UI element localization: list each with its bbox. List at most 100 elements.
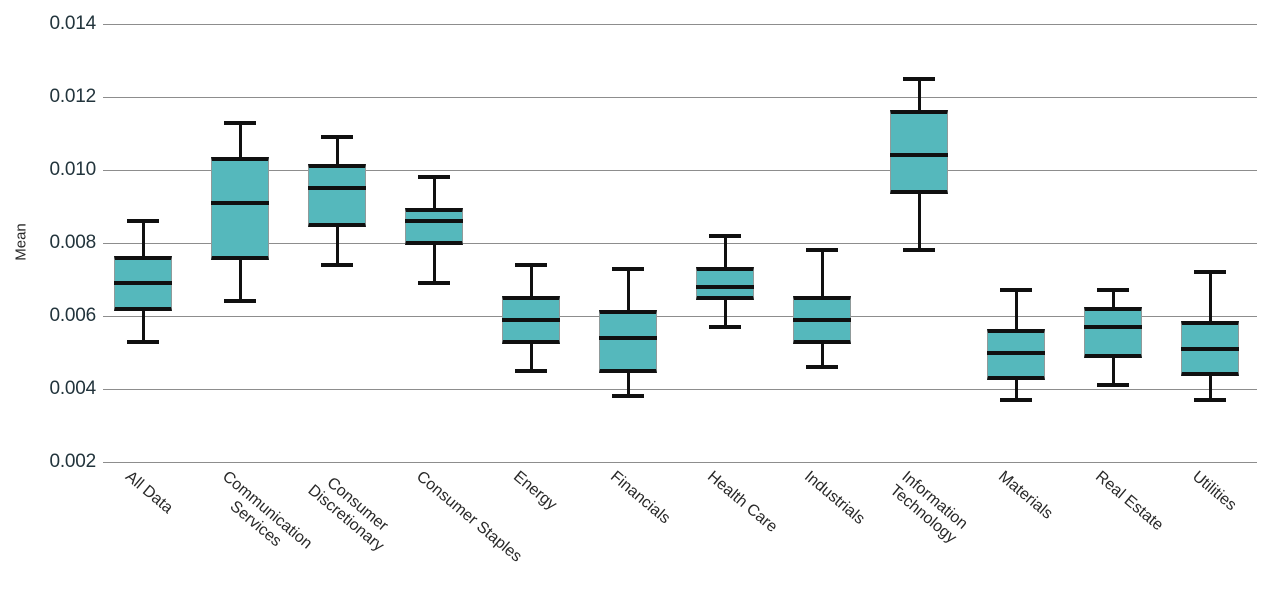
median-line bbox=[211, 200, 269, 205]
whisker-lower-stem bbox=[432, 243, 436, 284]
median-line bbox=[405, 219, 463, 224]
median-line bbox=[793, 317, 851, 322]
whisker-upper-stem bbox=[1111, 290, 1115, 309]
x-axis-label-text: Information Technology bbox=[886, 468, 971, 547]
iqr-box bbox=[1084, 306, 1142, 359]
whisker-lower-stem bbox=[1014, 378, 1018, 400]
x-axis-label-text: Materials bbox=[995, 468, 1056, 523]
x-axis-label: Materials bbox=[995, 468, 1071, 523]
y-tick-label: 0.006 bbox=[49, 305, 96, 326]
whisker-lower-cap bbox=[515, 368, 547, 373]
x-axis-label: Real Estate bbox=[1092, 468, 1186, 534]
whisker-upper-cap bbox=[1000, 288, 1032, 293]
iqr-box bbox=[890, 109, 948, 194]
gridline bbox=[103, 388, 1257, 390]
gridline bbox=[103, 242, 1257, 244]
whisker-lower-stem bbox=[820, 341, 824, 368]
whisker-upper-stem bbox=[917, 78, 921, 112]
whisker-upper-cap bbox=[903, 76, 935, 81]
whisker-upper-cap bbox=[321, 135, 353, 140]
x-axis-label-text: Consumer Discretionary bbox=[304, 474, 392, 555]
median-line bbox=[502, 317, 560, 322]
whisker-lower-stem bbox=[626, 370, 630, 397]
whisker-lower-cap bbox=[1097, 383, 1129, 388]
iqr-box bbox=[405, 208, 463, 245]
median-line bbox=[114, 281, 172, 286]
whisker-upper-stem bbox=[335, 137, 339, 167]
y-tick-label: 0.002 bbox=[49, 451, 96, 472]
whisker-lower-stem bbox=[335, 224, 339, 265]
x-axis-label: All Data bbox=[122, 468, 189, 517]
whisker-upper-stem bbox=[529, 264, 533, 298]
whisker-lower-cap bbox=[1194, 397, 1226, 402]
whisker-lower-cap bbox=[127, 339, 159, 344]
x-axis-label: Health Care bbox=[704, 468, 800, 536]
median-line bbox=[308, 186, 366, 191]
x-axis-label: Financials bbox=[607, 468, 690, 527]
median-line bbox=[987, 350, 1045, 355]
whisker-lower-cap bbox=[224, 299, 256, 304]
whisker-lower-stem bbox=[529, 341, 533, 371]
y-tick-label: 0.014 bbox=[49, 13, 96, 34]
median-line bbox=[1181, 346, 1239, 351]
whisker-upper-cap bbox=[709, 233, 741, 238]
whisker-upper-cap bbox=[224, 120, 256, 125]
gridline bbox=[103, 461, 1257, 463]
y-tick-label: 0.010 bbox=[49, 159, 96, 180]
x-axis-label-text: Financials bbox=[607, 468, 674, 528]
x-axis-label-text: Industrials bbox=[801, 468, 868, 528]
x-axis-label-text: Real Estate bbox=[1092, 468, 1167, 535]
whisker-upper-stem bbox=[1208, 272, 1212, 324]
whisker-upper-stem bbox=[432, 177, 436, 211]
x-axis-label-text: Communication Services bbox=[219, 468, 316, 553]
whisker-upper-stem bbox=[820, 250, 824, 298]
gridline bbox=[103, 169, 1257, 171]
x-axis-label-text: Utilities bbox=[1189, 468, 1240, 515]
whisker-lower-stem bbox=[1111, 356, 1115, 386]
whisker-upper-stem bbox=[238, 122, 242, 160]
whisker-lower-cap bbox=[321, 262, 353, 267]
y-tick-label: 0.004 bbox=[49, 378, 96, 399]
iqr-box bbox=[308, 164, 366, 227]
median-line bbox=[696, 284, 754, 289]
iqr-box bbox=[599, 310, 657, 373]
whisker-upper-stem bbox=[141, 221, 145, 258]
whisker-upper-cap bbox=[612, 266, 644, 271]
x-axis-label-text: Consumer Staples bbox=[413, 468, 525, 566]
y-tick-label: 0.008 bbox=[49, 232, 96, 253]
whisker-upper-cap bbox=[1194, 270, 1226, 275]
whisker-lower-cap bbox=[806, 365, 838, 370]
whisker-upper-cap bbox=[418, 175, 450, 180]
whisker-lower-stem bbox=[141, 308, 145, 342]
whisker-lower-stem bbox=[238, 257, 242, 302]
whisker-upper-stem bbox=[1014, 290, 1018, 331]
gridline bbox=[103, 23, 1257, 25]
gridline bbox=[103, 96, 1257, 98]
y-tick-label: 0.012 bbox=[49, 86, 96, 107]
whisker-upper-cap bbox=[806, 248, 838, 253]
median-line bbox=[890, 153, 948, 158]
whisker-lower-stem bbox=[723, 297, 727, 327]
whisker-upper-cap bbox=[1097, 288, 1129, 293]
x-axis-label: Consumer Discretionary bbox=[305, 468, 420, 554]
whisker-lower-cap bbox=[418, 281, 450, 286]
whisker-upper-stem bbox=[723, 235, 727, 269]
x-axis-label-text: All Data bbox=[122, 468, 176, 518]
iqr-box bbox=[696, 266, 754, 300]
whisker-upper-cap bbox=[127, 219, 159, 224]
median-line bbox=[1084, 324, 1142, 329]
x-axis-label-text: Energy bbox=[510, 468, 560, 514]
whisker-lower-cap bbox=[903, 248, 935, 253]
median-line bbox=[599, 335, 657, 340]
whisker-upper-stem bbox=[626, 268, 630, 313]
whisker-lower-cap bbox=[612, 394, 644, 399]
x-axis-label: Energy bbox=[510, 468, 572, 514]
gridline bbox=[103, 315, 1257, 317]
whisker-lower-cap bbox=[1000, 397, 1032, 402]
x-axis-label: Utilities bbox=[1189, 468, 1252, 514]
x-axis-label-text: Health Care bbox=[704, 468, 781, 536]
x-axis-label: Industrials bbox=[801, 468, 885, 528]
whisker-lower-cap bbox=[709, 324, 741, 329]
x-axis-label: Information Technology bbox=[887, 468, 990, 546]
